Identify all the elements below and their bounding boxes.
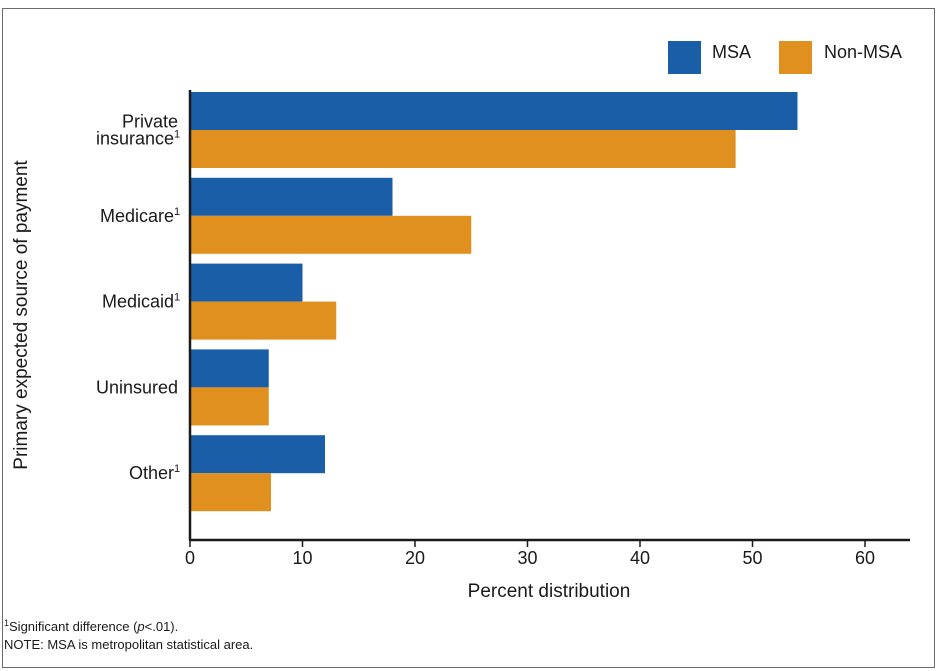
category-label-4-0: Other — [129, 463, 174, 483]
legend-label-msa: MSA — [712, 42, 751, 62]
category-label-3-0: Uninsured — [96, 377, 178, 397]
legend-swatch-msa — [668, 41, 701, 74]
category-label-0-0: Private — [122, 112, 178, 132]
x-tick-label-5: 50 — [742, 548, 762, 568]
bar-non-msa-2 — [190, 301, 337, 340]
x-tick-label-6: 60 — [855, 548, 875, 568]
category-marker-4: 1 — [174, 463, 180, 475]
bar-msa-4 — [190, 435, 325, 474]
footnote-marker: 1 — [4, 618, 10, 628]
figure-frame — [2, 8, 935, 668]
footnote-note: NOTE: MSA is metropolitan statistical ar… — [4, 637, 254, 652]
category-label-1-0: Medicare — [100, 206, 174, 226]
legend-swatch-non-msa — [779, 41, 812, 74]
x-axis-title: Percent distribution — [468, 581, 631, 602]
legend-label-non-msa: Non-MSA — [824, 42, 902, 62]
x-tick-label-3: 30 — [517, 548, 537, 568]
x-tick-label-0: 0 — [185, 548, 195, 568]
footnote-significance: 1Significant difference (p<.01). — [4, 618, 179, 634]
bar-non-msa-0 — [190, 130, 736, 168]
x-tick-label-4: 40 — [630, 548, 650, 568]
category-label-2-0: Medicaid — [102, 292, 174, 312]
bar-non-msa-1 — [190, 215, 472, 254]
category-marker-0: 1 — [174, 129, 180, 141]
bar-msa-3 — [190, 349, 269, 388]
category-label-0-1: insurance — [96, 129, 174, 149]
bar-msa-1 — [190, 177, 393, 216]
bar-non-msa-3 — [190, 387, 269, 426]
bar-msa-0 — [190, 92, 798, 130]
category-marker-1: 1 — [174, 206, 180, 218]
x-tick-label-1: 10 — [292, 548, 312, 568]
bar-non-msa-4 — [190, 473, 271, 512]
y-axis-title: Primary expected source of payment — [11, 160, 32, 470]
x-tick-label-2: 20 — [405, 548, 425, 568]
category-marker-2: 1 — [174, 292, 180, 304]
bar-msa-2 — [190, 263, 303, 302]
